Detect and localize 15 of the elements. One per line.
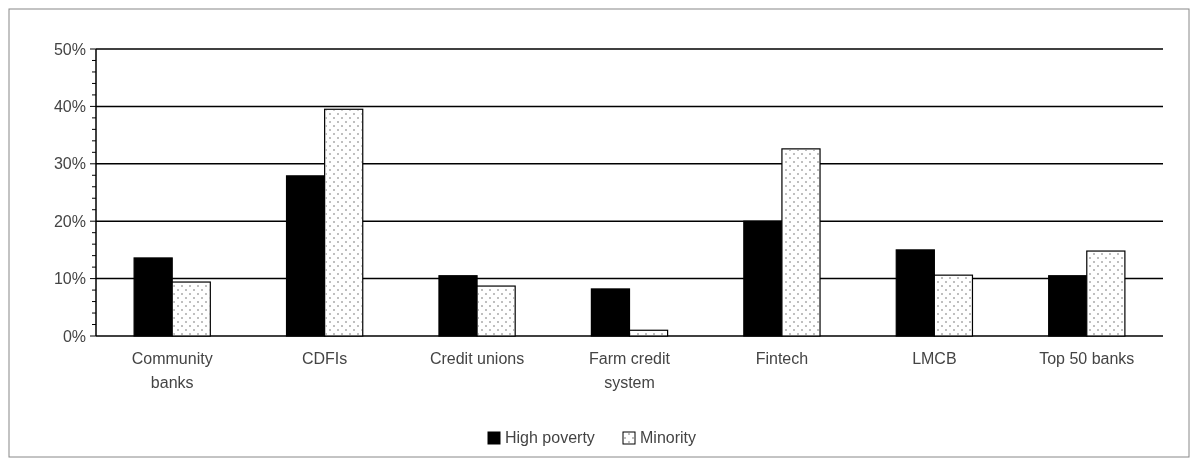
x-tick-label: CDFIs	[301, 350, 348, 367]
y-tick-label: 0%	[62, 327, 86, 345]
x-tick-label: Top 50 banks	[1039, 350, 1135, 367]
y-tick-label: 30%	[53, 155, 86, 173]
legend-label: Minority	[640, 429, 697, 446]
x-tick-label: Fintech	[755, 350, 809, 367]
x-tick-label: Credit unions	[429, 350, 525, 367]
y-tick-label: 40%	[53, 98, 86, 115]
legend-label: High poverty	[505, 429, 595, 446]
x-tick-label: Farm credit system	[589, 350, 671, 391]
y-tick-label: 20%	[53, 212, 86, 230]
y-tick-label: 10%	[53, 270, 86, 288]
y-tick-label: 50%	[53, 40, 86, 58]
x-tick-label: Community banks	[131, 350, 213, 391]
x-tick-label: LMCB	[912, 350, 957, 367]
